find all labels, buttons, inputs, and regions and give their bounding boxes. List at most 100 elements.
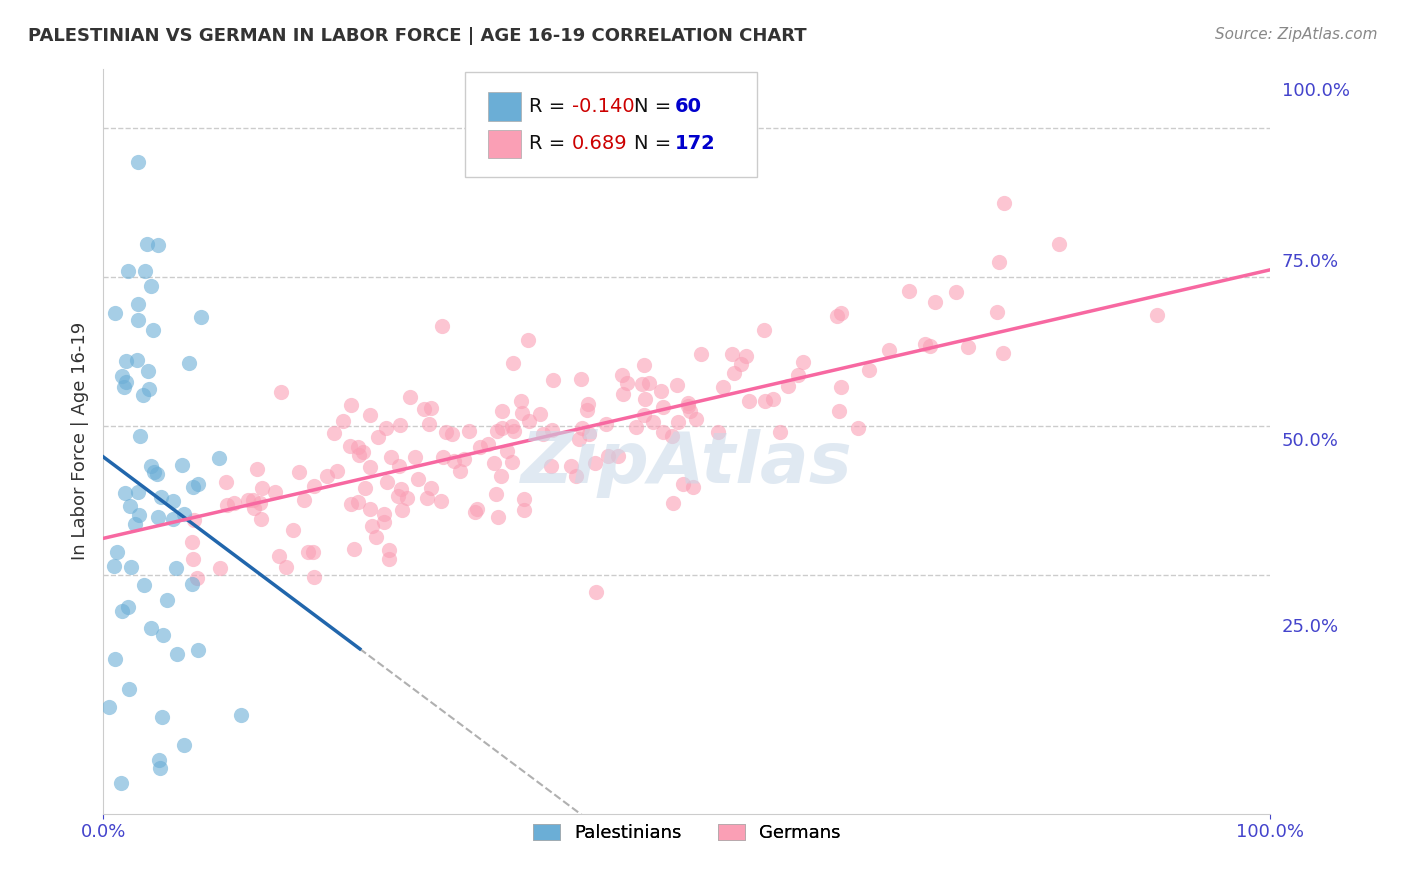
Germans [373, 516, 395, 530]
Germans [583, 456, 606, 470]
Germans [249, 496, 271, 510]
Germans [678, 400, 700, 414]
Germans [517, 413, 540, 427]
Palestinians [152, 628, 174, 642]
Palestinians [180, 576, 202, 591]
Germans [825, 310, 848, 324]
Text: Source: ZipAtlas.com: Source: ZipAtlas.com [1215, 27, 1378, 42]
Germans [391, 502, 413, 516]
Palestinians [149, 490, 172, 504]
Germans [183, 513, 205, 527]
Text: 0.689: 0.689 [572, 135, 628, 153]
Germans [830, 306, 852, 320]
Palestinians [111, 369, 134, 384]
Germans [502, 356, 524, 370]
Germans [404, 450, 426, 464]
Germans [792, 354, 814, 368]
Palestinians [127, 484, 149, 499]
Germans [787, 368, 810, 382]
Germans [485, 487, 508, 501]
Germans [768, 425, 790, 440]
Germans [375, 475, 398, 489]
Palestinians [103, 306, 125, 320]
Germans [395, 491, 418, 505]
Germans [434, 425, 457, 440]
Text: ZipAtlas: ZipAtlas [520, 429, 852, 498]
Palestinians [129, 429, 152, 443]
Germans [641, 415, 664, 429]
Germans [325, 464, 347, 478]
Palestinians [117, 264, 139, 278]
Palestinians [148, 753, 170, 767]
Germans [678, 404, 700, 418]
Germans [993, 196, 1015, 211]
Germans [388, 458, 411, 473]
Germans [541, 423, 564, 437]
Germans [877, 343, 900, 357]
Germans [429, 494, 451, 508]
Palestinians [114, 354, 136, 368]
Germans [665, 377, 688, 392]
Germans [633, 358, 655, 372]
Germans [713, 380, 735, 394]
Germans [595, 417, 617, 431]
Germans [652, 425, 675, 439]
Palestinians [118, 682, 141, 697]
Germans [513, 503, 536, 517]
Germans [416, 491, 439, 506]
Palestinians [187, 477, 209, 491]
Germans [413, 401, 436, 416]
Germans [453, 452, 475, 467]
Germans [270, 384, 292, 399]
Germans [489, 468, 512, 483]
Germans [432, 318, 454, 333]
Germans [418, 417, 440, 431]
Germans [283, 524, 305, 538]
Germans [671, 477, 693, 491]
Germans [388, 417, 411, 432]
Germans [332, 414, 354, 428]
Germans [432, 450, 454, 464]
Germans [501, 455, 523, 469]
Germans [762, 392, 785, 406]
Germans [730, 358, 752, 372]
Germans [347, 448, 370, 462]
Germans [181, 551, 204, 566]
Germans [186, 571, 208, 585]
Palestinians [208, 450, 231, 465]
Text: N =: N = [634, 97, 678, 116]
Germans [359, 502, 381, 516]
Germans [288, 465, 311, 479]
Germans [607, 449, 630, 463]
Germans [347, 495, 370, 509]
Germans [513, 492, 536, 507]
Germans [243, 500, 266, 515]
Germans [598, 449, 620, 463]
Germans [485, 424, 508, 438]
Germans [1146, 309, 1168, 323]
Germans [666, 415, 689, 429]
Germans [209, 561, 232, 575]
FancyBboxPatch shape [488, 129, 520, 158]
Germans [661, 429, 683, 443]
Germans [914, 337, 936, 351]
Germans [373, 507, 395, 521]
Germans [986, 304, 1008, 318]
Palestinians [141, 279, 163, 293]
Germans [274, 560, 297, 574]
Germans [531, 427, 554, 442]
Germans [560, 458, 582, 473]
Germans [707, 425, 730, 439]
Germans [302, 545, 325, 559]
Germans [340, 398, 363, 412]
Palestinians [110, 776, 132, 790]
Germans [359, 459, 381, 474]
Germans [650, 384, 672, 399]
Germans [987, 254, 1010, 268]
Germans [682, 480, 704, 494]
Text: 60: 60 [675, 97, 702, 116]
Palestinians [114, 376, 136, 390]
Germans [343, 542, 366, 557]
Palestinians [162, 512, 184, 526]
Text: -0.140: -0.140 [572, 97, 634, 116]
